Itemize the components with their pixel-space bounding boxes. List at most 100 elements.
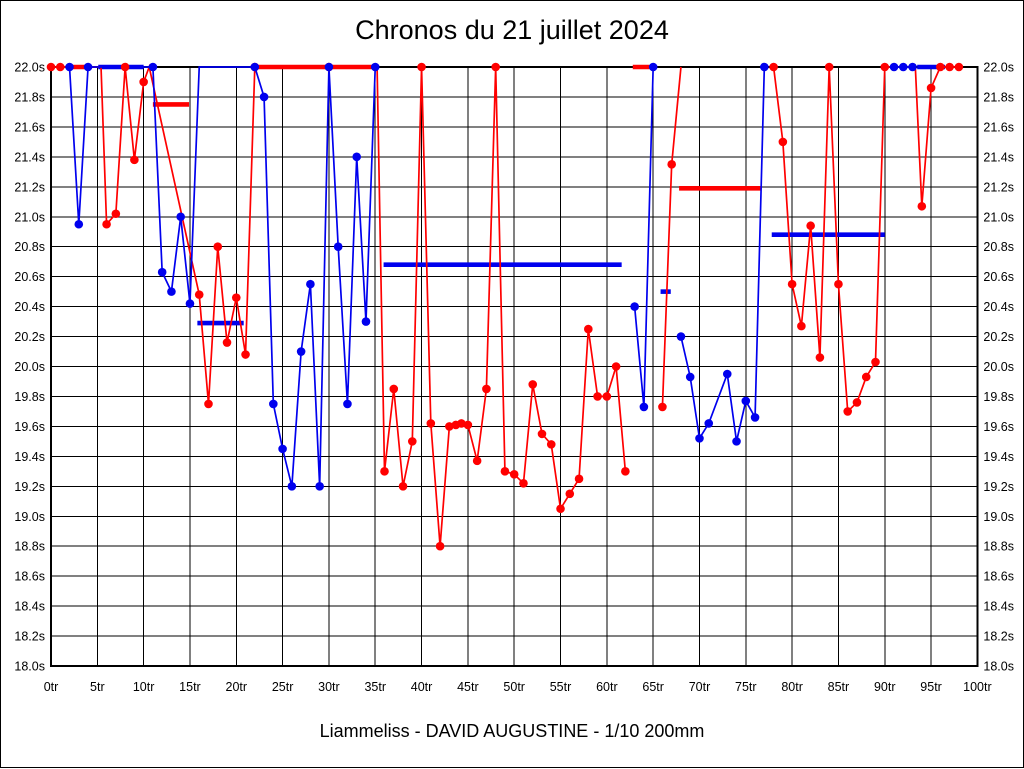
blue-driver-point <box>185 299 195 308</box>
red-driver-point <box>537 429 547 439</box>
svg-text:65tr: 65tr <box>642 680 664 694</box>
svg-text:19.4s: 19.4s <box>983 450 1014 464</box>
svg-text:20.0s: 20.0s <box>14 360 45 374</box>
svg-text:20.4s: 20.4s <box>983 300 1014 314</box>
svg-text:100tr: 100tr <box>963 680 992 694</box>
red-driver-point <box>519 479 528 488</box>
blue-driver-point <box>639 402 649 412</box>
red-driver-point <box>111 209 121 219</box>
svg-text:25tr: 25tr <box>272 680 294 694</box>
red-driver-point <box>139 77 148 87</box>
red-driver-point <box>621 467 630 476</box>
svg-text:20.2s: 20.2s <box>14 330 45 344</box>
red-driver-point <box>213 242 223 251</box>
red-driver-point <box>426 419 436 428</box>
blue-driver-point <box>908 62 917 72</box>
red-driver-point <box>843 407 853 416</box>
blue-driver-line <box>680 66 766 442</box>
svg-text:20.6s: 20.6s <box>14 270 45 284</box>
svg-text:45tr: 45tr <box>457 680 479 694</box>
red-driver-point <box>457 419 466 428</box>
blue-driver-point <box>732 437 741 446</box>
red-driver-point <box>389 384 399 394</box>
red-driver-point <box>658 402 667 412</box>
blue-driver-point <box>65 62 74 72</box>
red-driver-line <box>661 66 682 407</box>
average-bars <box>67 64 945 326</box>
svg-text:21.0s: 21.0s <box>14 210 45 224</box>
red-driver-point <box>861 372 871 382</box>
blue-driver-point <box>648 62 658 72</box>
svg-text:21.4s: 21.4s <box>983 150 1014 164</box>
svg-text:21.4s: 21.4s <box>14 150 45 164</box>
red-driver-point <box>611 362 621 371</box>
red-driver-point <box>435 541 445 551</box>
red-driver-point <box>472 456 482 466</box>
blue-driver-point <box>370 62 380 72</box>
red-driver-point <box>815 353 825 362</box>
svg-text:10tr: 10tr <box>133 680 155 694</box>
red-driver-point <box>102 219 111 229</box>
svg-text:20.0s: 20.0s <box>983 360 1014 374</box>
blue-driver-point <box>157 267 167 277</box>
red-driver-point <box>231 293 241 302</box>
blue-driver-point <box>760 62 769 72</box>
red-driver-point <box>482 384 491 394</box>
blue-driver-point <box>630 302 639 311</box>
svg-text:18.0s: 18.0s <box>983 660 1014 674</box>
svg-text:19.2s: 19.2s <box>14 480 45 494</box>
blue-driver-point <box>83 62 93 72</box>
blue-driver-point <box>278 444 287 454</box>
axis-labels: 0tr 5tr 10tr 15tr 20tr 25tr 30tr 35tr 40tr 45tr 50… <box>14 61 1014 695</box>
svg-text:19.8s: 19.8s <box>14 390 45 404</box>
red-driver-point <box>787 279 797 289</box>
red-driver-point <box>500 467 510 476</box>
red-driver-point <box>194 290 204 299</box>
svg-text:30tr: 30tr <box>318 680 340 694</box>
grid <box>50 66 979 667</box>
svg-text:19.8s: 19.8s <box>983 390 1014 404</box>
red-driver-point <box>398 482 408 491</box>
red-driver-point <box>593 392 602 401</box>
svg-text:21.8s: 21.8s <box>14 90 45 104</box>
red-driver-point <box>417 62 426 72</box>
svg-text:18.2s: 18.2s <box>14 630 45 644</box>
blue-driver-line <box>633 66 655 408</box>
blue-driver-point <box>306 279 315 289</box>
svg-text:18.6s: 18.6s <box>983 570 1014 584</box>
red-driver-point <box>445 422 454 431</box>
svg-text:21.2s: 21.2s <box>983 180 1014 194</box>
svg-text:15tr: 15tr <box>179 680 201 694</box>
svg-text:19.0s: 19.0s <box>983 510 1014 524</box>
blue-driver-point <box>250 62 260 72</box>
red-driver-point <box>491 62 500 72</box>
svg-text:40tr: 40tr <box>411 680 433 694</box>
blue-driver-point <box>889 62 899 72</box>
red-driver-point <box>222 338 232 347</box>
svg-text:19.6s: 19.6s <box>983 420 1014 434</box>
blue-driver-point <box>148 62 158 72</box>
red-driver-point <box>120 62 130 72</box>
red-driver-point <box>204 399 213 409</box>
red-driver-point <box>806 221 815 231</box>
chart-footer: Liammeliss - DAVID AUGUSTINE - 1/10 200m… <box>319 721 705 741</box>
svg-text:20.2s: 20.2s <box>983 330 1014 344</box>
svg-text:90tr: 90tr <box>874 680 896 694</box>
svg-text:18.2s: 18.2s <box>983 630 1014 644</box>
svg-text:21.6s: 21.6s <box>983 120 1014 134</box>
blue-driver-point <box>361 317 371 326</box>
red-driver-point <box>556 504 565 514</box>
red-driver-point <box>602 392 612 401</box>
svg-text:22.0s: 22.0s <box>14 61 45 75</box>
red-driver-point <box>917 201 927 211</box>
red-driver-point <box>852 398 862 407</box>
svg-text:18.4s: 18.4s <box>14 600 45 614</box>
red-driver-point <box>667 160 676 169</box>
svg-text:20tr: 20tr <box>226 680 248 694</box>
svg-text:19.0s: 19.0s <box>14 510 45 524</box>
red-driver-point <box>546 440 556 449</box>
red-driver-point <box>926 83 936 93</box>
red-driver-point <box>528 380 538 389</box>
svg-text:22.0s: 22.0s <box>983 61 1014 75</box>
